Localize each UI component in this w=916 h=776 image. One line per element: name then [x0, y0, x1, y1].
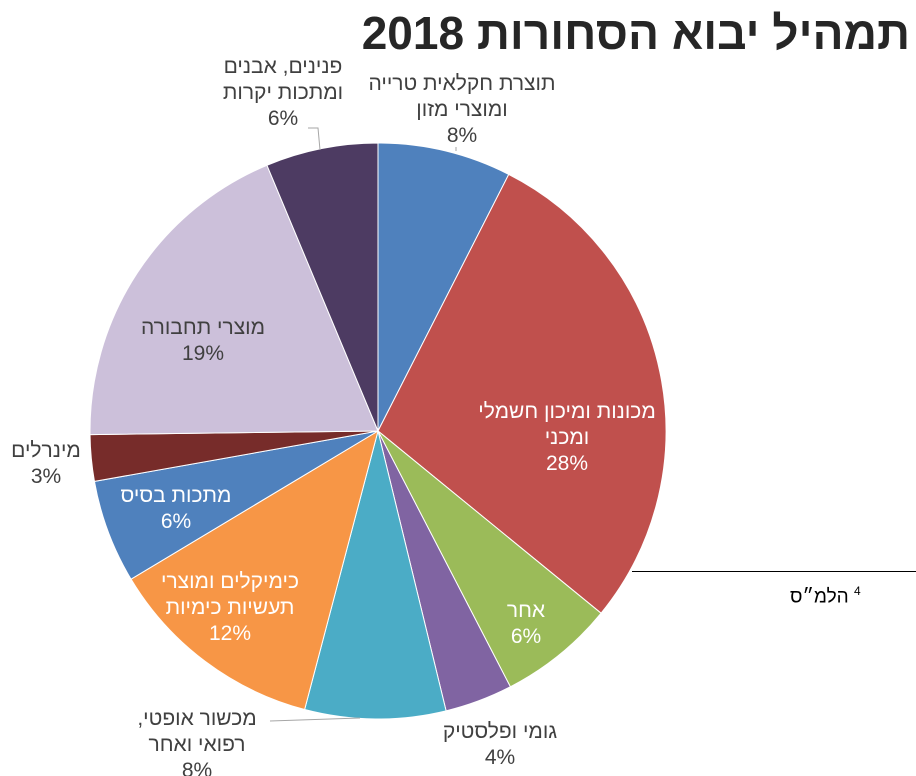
slice-category-line: תוצרת חקלאית טרייה	[369, 72, 556, 95]
slice-label-1: מכונות ומיכון חשמלי ומכני 28%	[478, 400, 656, 475]
pie-slice-2	[377, 430, 602, 688]
slice-percent: 8%	[447, 124, 477, 147]
slice-category-line: ומכני	[545, 426, 590, 449]
slice-category-line: מתכות בסיס	[121, 484, 232, 507]
slice-percent: 4%	[485, 746, 515, 769]
pie-slice-8	[89, 164, 379, 436]
slice-percent: 6%	[511, 625, 541, 648]
slice-label-3: גומי ופלסטיק 4%	[443, 720, 557, 769]
pie-slice-4	[304, 430, 447, 720]
slice-label-9: פנינים, אבנים ומתכות יקרות 6%	[223, 55, 343, 130]
slice-percent: 3%	[31, 465, 61, 488]
pie-slice-9	[266, 142, 379, 432]
slice-label-5: כימיקלים ומוצרי תעשיות כימיות 12%	[161, 570, 299, 645]
slice-label-2: אחר 6%	[507, 599, 545, 648]
slice-category-line: מכונות ומיכון חשמלי	[478, 400, 656, 423]
slice-percent: 12%	[209, 622, 251, 645]
slice-percent: 28%	[546, 452, 588, 475]
slice-percent: 6%	[268, 107, 298, 130]
slice-percent: 6%	[161, 510, 191, 533]
slice-label-0: תוצרת חקלאית טרייה ומוצרי מזון 8%	[369, 72, 556, 147]
slice-category-line: מוצרי תחבורה	[141, 316, 265, 339]
leader-line-9	[308, 127, 321, 151]
chart-title: תמהיל יבוא הסחורות 2018	[361, 7, 910, 59]
slice-category-line: פנינים, אבנים	[224, 55, 343, 78]
slice-category-line: אחר	[507, 599, 545, 622]
footnote: 4 הלמ״ס	[790, 584, 861, 608]
slice-label-8: מוצרי תחבורה 19%	[141, 316, 265, 365]
pie-slices	[89, 142, 667, 720]
slice-category-line: ומתכות יקרות	[223, 81, 343, 104]
slice-category-line: מינרלים	[11, 439, 81, 462]
slice-labels: תוצרת חקלאית טרייה ומוצרי מזון 8% מכונות ומ…	[11, 55, 656, 776]
slice-category-line: כימיקלים ומוצרי	[161, 570, 299, 593]
leader-lines	[269, 127, 457, 722]
leader-line-4	[269, 717, 361, 722]
slice-label-6: מתכות בסיס 6%	[121, 484, 232, 533]
slice-category-line: תעשיות כימיות	[166, 596, 295, 619]
pie-slice-5	[130, 429, 379, 711]
slice-label-7: מינרלים 3%	[11, 439, 81, 488]
pie-slice-1	[377, 173, 667, 614]
pie-slice-0	[377, 142, 510, 432]
slice-category-line: מכשור אופטי,	[137, 707, 256, 730]
slice-category-line: רפואי ואחר	[148, 733, 245, 756]
footnote-rule	[632, 571, 916, 572]
slice-label-4: מכשור אופטי, רפואי ואחר 8%	[137, 707, 256, 776]
slice-category-line: גומי ופלסטיק	[443, 720, 557, 743]
slice-category-line: ומוצרי מזון	[416, 98, 507, 121]
slice-percent: 19%	[182, 342, 224, 365]
footnote-text: הלמ״ס	[790, 586, 849, 608]
slice-percent: 8%	[182, 759, 212, 776]
footnote-number: 4	[853, 584, 861, 598]
